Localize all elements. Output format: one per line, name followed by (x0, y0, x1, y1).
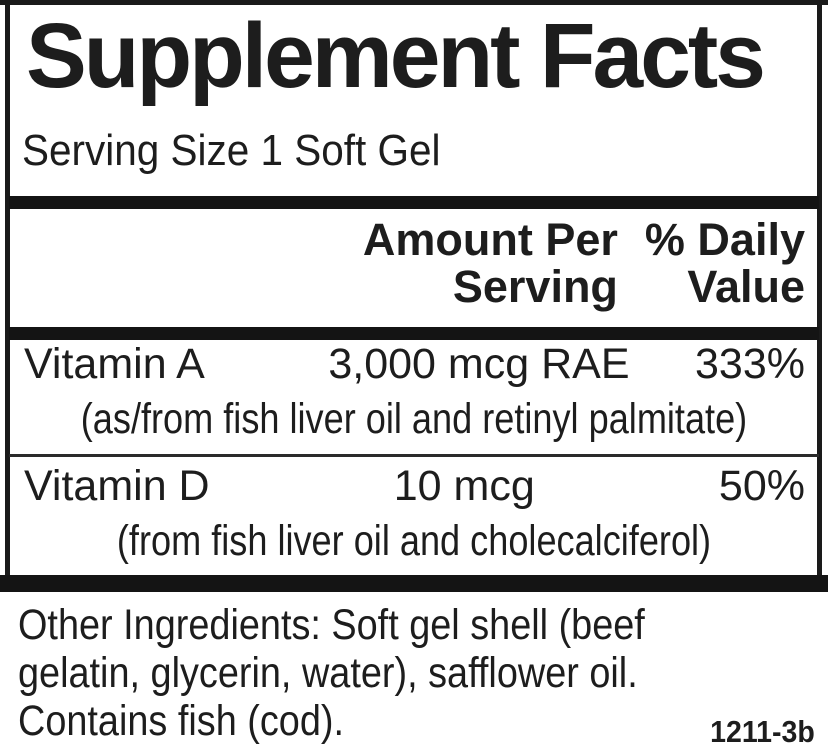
nutrient-row-vitamin-a: Vitamin A 3,000 mcg RAE 333% (24, 340, 805, 388)
separator-thick-bar-header (9, 327, 819, 340)
vitamin-d-amount: 10 mcg (393, 462, 535, 510)
daily-value-header-line1: % Daily (644, 214, 805, 265)
vitamin-d-name: Vitamin D (24, 462, 210, 510)
separator-thick-bar-top (9, 196, 819, 209)
column-headers: Amount Per Serving % Daily Value (363, 216, 805, 310)
supplement-facts-title: Supplement Facts (26, 5, 766, 107)
item-code: 1211-3b (710, 714, 815, 749)
daily-value-header-line2: Value (687, 261, 805, 312)
serving-size-text: Serving Size 1 Soft Gel (22, 126, 441, 175)
other-ingredients-line2: gelatin, glycerin, water), safflower oil… (18, 649, 638, 697)
daily-value-header: % Daily Value (645, 216, 805, 310)
amount-header-line1: Amount Per (362, 214, 618, 265)
other-ingredients-line3: Contains fish (cod). (18, 697, 344, 745)
vitamin-a-name: Vitamin A (24, 340, 205, 388)
facts-panel-border (5, 5, 822, 575)
amount-header-line2: Serving (452, 261, 618, 312)
vitamin-a-daily-value: 333% (695, 340, 805, 388)
separator-thick-bar-bottom (0, 575, 828, 592)
vitamin-d-daily-value: 50% (718, 462, 805, 510)
vitamin-a-amount: 3,000 mcg RAE (328, 340, 630, 388)
nutrient-row-vitamin-d: Vitamin D 10 mcg 50% (24, 462, 805, 510)
top-border-rule (0, 0, 828, 5)
vitamin-a-source: (as/from fish liver oil and retinyl palm… (80, 395, 748, 443)
other-ingredients-line1: Other Ingredients: Soft gel shell (beef (18, 601, 645, 649)
amount-per-serving-header: Amount Per Serving (363, 216, 618, 310)
other-ingredients-paragraph: Other Ingredients: Soft gel shell (beef … (18, 601, 645, 745)
separator-thin-rule (9, 454, 819, 457)
vitamin-d-source: (from fish liver oil and cholecalciferol… (116, 517, 712, 565)
